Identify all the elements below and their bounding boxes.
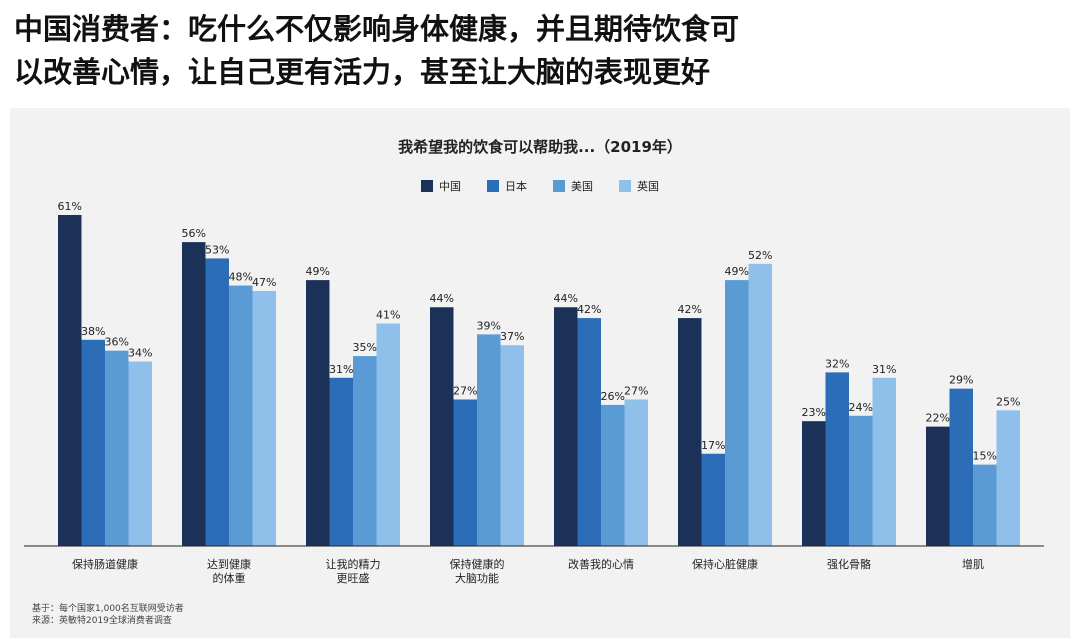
data-label-5-1: 17% [701, 439, 725, 452]
data-label-0-3: 34% [128, 347, 152, 360]
data-label-5-2: 49% [725, 265, 749, 278]
bar-3-3 [500, 345, 524, 546]
bar-1-0 [182, 242, 206, 546]
bar-4-1 [577, 318, 601, 546]
data-label-3-0: 44% [430, 292, 454, 305]
data-label-5-3: 52% [748, 249, 772, 262]
category-label-4-0: 改善我的心情 [568, 557, 634, 571]
bar-0-2 [105, 350, 129, 546]
bar-5-0 [678, 318, 702, 546]
data-label-2-0: 49% [306, 265, 330, 278]
legend-label-3: 英国 [637, 180, 659, 193]
bar-2-1 [329, 377, 353, 546]
category-label-6-0: 强化骨骼 [827, 557, 871, 571]
data-label-0-0: 61% [58, 200, 82, 213]
data-label-2-3: 41% [376, 309, 400, 322]
chart-title: 我希望我的饮食可以帮助我...（2019年） [398, 138, 682, 156]
bar-1-2 [229, 285, 253, 546]
bar-2-2 [353, 356, 377, 546]
bar-4-3 [624, 399, 648, 546]
category-label-2-0: 让我的精力 [326, 557, 381, 571]
category-label-3-1: 大脑功能 [455, 571, 499, 585]
bar-2-3 [376, 323, 400, 546]
category-label-1-0: 达到健康 [207, 557, 251, 571]
data-label-6-2: 24% [849, 401, 873, 414]
category-label-0-0: 保持肠道健康 [72, 557, 138, 571]
bar-3-0 [430, 307, 454, 546]
source-base: 基于：每个国家1,000名互联网受访者 [32, 604, 184, 614]
bar-5-1 [701, 453, 725, 546]
data-label-1-2: 48% [229, 271, 253, 284]
bar-6-3 [872, 377, 896, 546]
category-label-7-0: 增肌 [962, 557, 984, 571]
bar-7-2 [973, 464, 997, 546]
data-label-3-3: 37% [500, 330, 524, 343]
data-label-2-2: 35% [353, 341, 377, 354]
data-label-4-1: 42% [577, 303, 601, 316]
data-label-6-3: 31% [872, 363, 896, 376]
bar-0-1 [81, 339, 105, 546]
chart-legend: 中国 日本 美国 英国 [10, 178, 1070, 194]
source-note: 基于：每个国家1,000名互联网受访者 来源：英敏特2019全球消费者调查 [32, 603, 184, 627]
bar-1-1 [205, 258, 229, 546]
headline-line-1: 中国消费者：吃什么不仅影响身体健康，并且期待饮食可 [14, 12, 740, 46]
legend-item-0: 中国 [421, 178, 461, 194]
data-label-4-0: 44% [554, 292, 578, 305]
data-label-5-0: 42% [678, 303, 702, 316]
bar-4-0 [554, 307, 578, 546]
legend-swatch-0 [421, 180, 433, 192]
data-label-0-2: 36% [105, 336, 129, 349]
data-label-3-2: 39% [477, 319, 501, 332]
bar-5-3 [748, 263, 772, 546]
category-label-3-0: 保持健康的 [450, 557, 505, 571]
bar-6-1 [825, 372, 849, 546]
data-label-1-0: 56% [182, 227, 206, 240]
bar-6-0 [802, 421, 826, 546]
data-label-0-1: 38% [81, 325, 105, 338]
bar-5-2 [725, 280, 749, 546]
category-label-5-0: 保持心脏健康 [692, 557, 758, 571]
data-label-6-1: 32% [825, 357, 849, 370]
data-label-7-0: 22% [926, 412, 950, 425]
category-label-1-1: 的体重 [213, 571, 246, 585]
legend-item-2: 美国 [553, 178, 593, 194]
data-label-2-1: 31% [329, 363, 353, 376]
bar-1-3 [252, 290, 276, 546]
data-label-1-3: 47% [252, 276, 276, 289]
chart-panel: 我希望我的饮食可以帮助我...（2019年） 中国 日本 美国 英国 61% 38% 36… [10, 108, 1070, 638]
bar-4-2 [601, 404, 625, 546]
bar-0-0 [58, 215, 82, 546]
data-label-7-1: 29% [949, 374, 973, 387]
bar-7-0 [926, 426, 950, 546]
data-label-1-1: 53% [205, 243, 229, 256]
bar-0-3 [128, 361, 152, 546]
data-label-4-3: 27% [624, 384, 648, 397]
legend-item-3: 英国 [619, 178, 659, 194]
source-origin: 来源：英敏特2019全球消费者调查 [32, 616, 172, 626]
legend-item-1: 日本 [487, 178, 527, 194]
bar-2-0 [306, 280, 330, 546]
data-label-6-0: 23% [802, 406, 826, 419]
data-label-7-2: 15% [973, 450, 997, 463]
legend-swatch-3 [619, 180, 631, 192]
data-label-3-1: 27% [453, 384, 477, 397]
bar-3-2 [477, 334, 501, 546]
legend-label-2: 美国 [571, 180, 593, 193]
data-label-4-2: 26% [601, 390, 625, 403]
legend-label-0: 中国 [439, 180, 461, 193]
data-label-7-3: 25% [996, 395, 1020, 408]
headline: 中国消费者：吃什么不仅影响身体健康，并且期待饮食可 以改善心情，让自己更有活力，… [14, 8, 1064, 94]
bar-6-2 [849, 415, 873, 546]
legend-swatch-1 [487, 180, 499, 192]
legend-swatch-2 [553, 180, 565, 192]
category-label-2-1: 更旺盛 [337, 571, 370, 585]
legend-label-1: 日本 [505, 180, 527, 193]
bar-7-1 [949, 388, 973, 546]
bar-3-1 [453, 399, 477, 546]
bar-7-3 [996, 410, 1020, 546]
headline-line-2: 以改善心情，让自己更有活力，甚至让大脑的表现更好 [14, 55, 711, 89]
